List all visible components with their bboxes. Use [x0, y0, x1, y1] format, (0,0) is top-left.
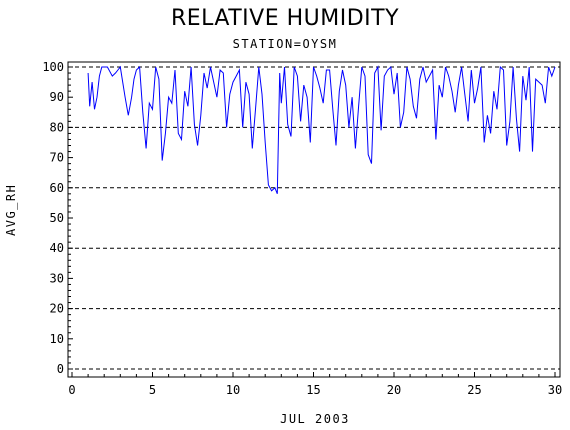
y-tick-label: 30	[50, 271, 64, 285]
x-tick-label: 0	[68, 383, 75, 397]
x-tick-label: 25	[467, 383, 481, 397]
y-tick-label: 90	[50, 90, 64, 104]
x-tick-label: 10	[226, 383, 240, 397]
x-tick-label: 15	[306, 383, 320, 397]
x-axis: 0 5 10 15 20 25 30	[68, 372, 562, 397]
y-tick-label: 0	[57, 362, 64, 376]
avg-rh-series-line	[87, 65, 556, 194]
x-tick-label: 30	[548, 383, 562, 397]
x-axis-label: JUL 2003	[280, 412, 350, 426]
series-group	[87, 65, 556, 194]
y-axis: 0 10 20 30 40 50 60 70 80 90 100	[42, 60, 73, 376]
y-tick-label: 60	[50, 181, 64, 195]
x-tick-label: 5	[149, 383, 156, 397]
chart-title: RELATIVE HUMIDITY	[170, 6, 400, 31]
plot-frame	[67, 61, 561, 378]
y-tick-label: 100	[42, 60, 64, 74]
y-tick-label: 20	[50, 302, 64, 316]
y-tick-label: 40	[50, 241, 64, 255]
y-tick-label: 70	[50, 151, 64, 165]
y-tick-label: 10	[50, 332, 64, 346]
x-tick-label: 20	[387, 383, 401, 397]
y-tick-label: 80	[50, 120, 64, 134]
chart-subtitle: STATION=OYSM	[232, 37, 338, 51]
y-tick-label: 50	[50, 211, 64, 225]
reference-lines	[68, 66, 560, 370]
